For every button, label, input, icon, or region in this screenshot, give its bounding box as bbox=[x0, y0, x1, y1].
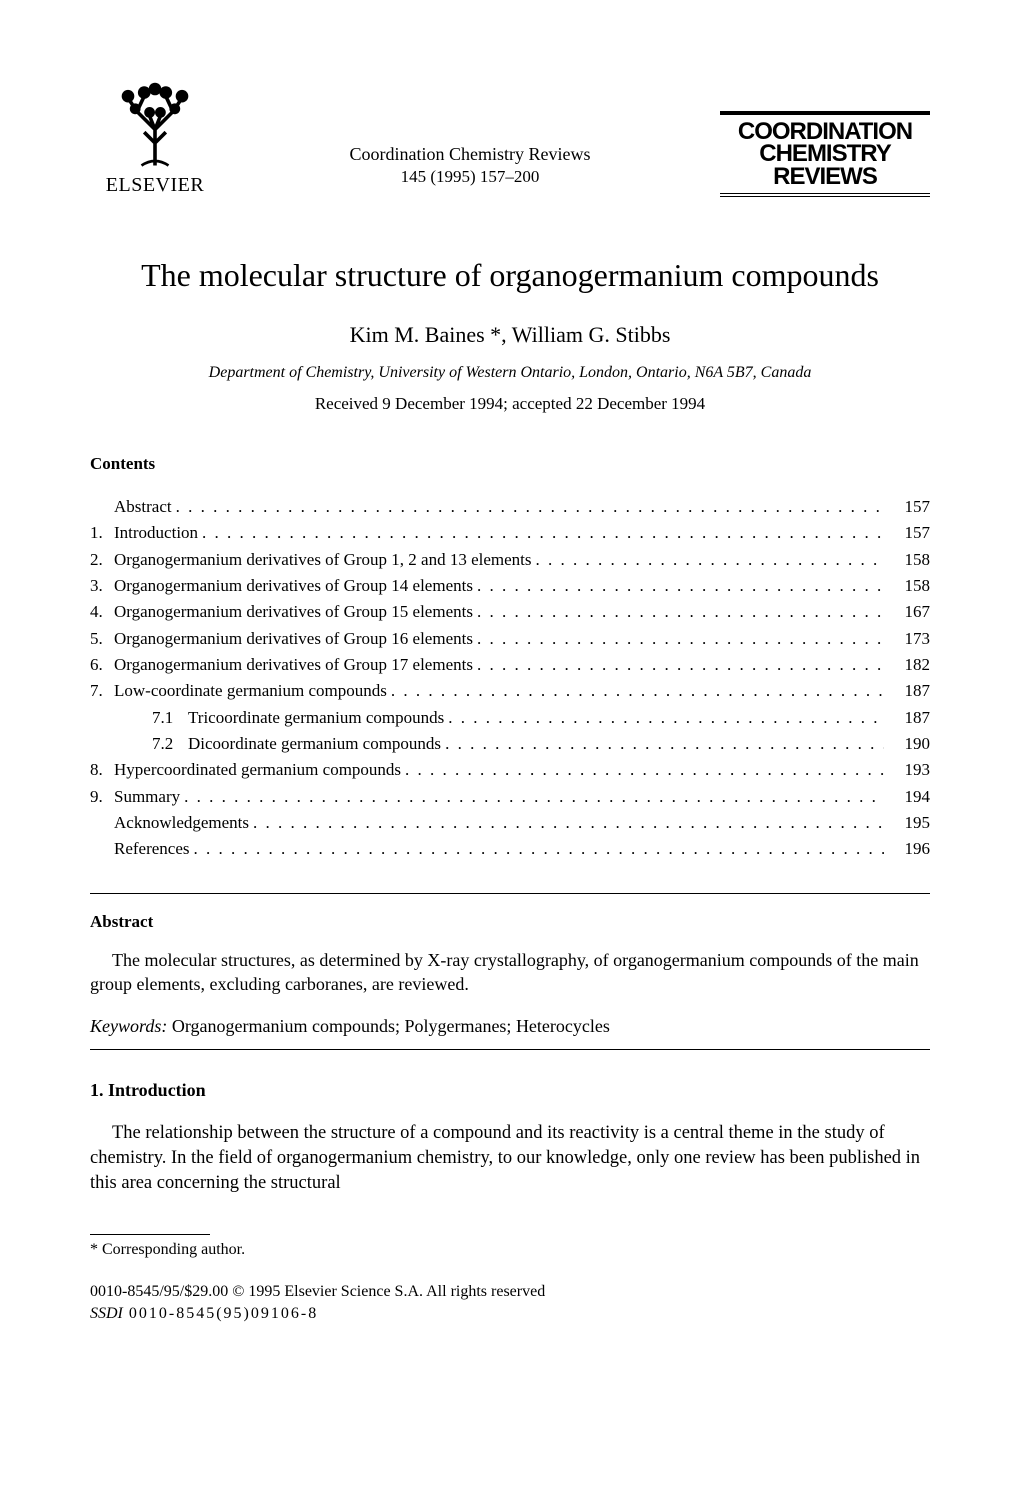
toc-page: 187 bbox=[888, 678, 930, 704]
horizontal-rule bbox=[90, 893, 930, 894]
toc-label: Organogermanium derivatives of Group 16 … bbox=[114, 626, 473, 652]
toc-label: Abstract bbox=[114, 494, 172, 520]
toc-row: 6.Organogermanium derivatives of Group 1… bbox=[90, 652, 930, 678]
toc-number: 4. bbox=[90, 599, 114, 625]
toc-number: 3. bbox=[90, 573, 114, 599]
copyright-block: 0010-8545/95/$29.00 © 1995 Elsevier Scie… bbox=[90, 1281, 930, 1324]
toc-row: 1.Introduction 157 bbox=[90, 520, 930, 546]
toc-row: 4.Organogermanium derivatives of Group 1… bbox=[90, 599, 930, 625]
toc-leader-dots bbox=[448, 705, 884, 731]
journal-logo-box: COORDINATION CHEMISTRY REVIEWS bbox=[720, 111, 930, 197]
keywords-text: Organogermanium compounds; Polygermanes;… bbox=[167, 1016, 610, 1036]
table-of-contents: Abstract1571.Introduction1572.Organogerm… bbox=[90, 494, 930, 863]
toc-leader-dots bbox=[477, 599, 884, 625]
toc-page: 158 bbox=[888, 547, 930, 573]
horizontal-rule bbox=[90, 1049, 930, 1050]
toc-page: 196 bbox=[888, 836, 930, 862]
publisher-block: ELSEVIER bbox=[90, 80, 220, 197]
toc-row: Acknowledgements 195 bbox=[90, 810, 930, 836]
affiliation: Department of Chemistry, University of W… bbox=[90, 364, 930, 382]
toc-label: Acknowledgements bbox=[114, 810, 249, 836]
toc-number: 2. bbox=[90, 547, 114, 573]
abstract-heading: Abstract bbox=[90, 912, 930, 932]
publisher-name: ELSEVIER bbox=[90, 174, 220, 197]
toc-leader-dots bbox=[477, 573, 884, 599]
toc-row: 7.2Dicoordinate germanium compounds 190 bbox=[90, 731, 930, 757]
toc-leader-dots bbox=[202, 520, 884, 546]
toc-leader-dots bbox=[477, 626, 884, 652]
toc-label: Dicoordinate germanium compounds bbox=[188, 731, 441, 757]
section-heading-introduction: 1. Introduction bbox=[90, 1080, 930, 1101]
elsevier-tree-icon bbox=[110, 80, 200, 170]
footnote-rule bbox=[90, 1234, 210, 1235]
toc-page: 167 bbox=[888, 599, 930, 625]
toc-row: 8.Hypercoordinated germanium compounds 19… bbox=[90, 757, 930, 783]
toc-label: Hypercoordinated germanium compounds bbox=[114, 757, 401, 783]
corresponding-author-footnote: * Corresponding author. bbox=[90, 1241, 930, 1259]
toc-leader-dots bbox=[253, 810, 884, 836]
ssdi-value: 0010-8545(95)09106-8 bbox=[123, 1305, 318, 1322]
toc-number: 9. bbox=[90, 784, 114, 810]
journal-issue: 145 (1995) 157–200 bbox=[220, 167, 720, 187]
toc-label: References bbox=[114, 836, 190, 862]
toc-leader-dots bbox=[391, 678, 884, 704]
toc-label: Organogermanium derivatives of Group 14 … bbox=[114, 573, 473, 599]
keywords-label: Keywords: bbox=[90, 1016, 167, 1036]
toc-subnumber: 7.2 bbox=[152, 731, 188, 757]
toc-label: Introduction bbox=[114, 520, 198, 546]
toc-leader-dots bbox=[194, 836, 884, 862]
toc-leader-dots bbox=[445, 731, 884, 757]
toc-page: 158 bbox=[888, 573, 930, 599]
toc-leader-dots bbox=[405, 757, 884, 783]
toc-page: 173 bbox=[888, 626, 930, 652]
toc-page: 190 bbox=[888, 731, 930, 757]
toc-label: Organogermanium derivatives of Group 17 … bbox=[114, 652, 473, 678]
toc-number: 7. bbox=[90, 678, 114, 704]
toc-page: 157 bbox=[888, 520, 930, 546]
toc-page: 193 bbox=[888, 757, 930, 783]
toc-page: 187 bbox=[888, 705, 930, 731]
toc-page: 182 bbox=[888, 652, 930, 678]
toc-page: 195 bbox=[888, 810, 930, 836]
toc-leader-dots bbox=[176, 494, 884, 520]
keywords-line: Keywords: Organogermanium compounds; Pol… bbox=[90, 1016, 930, 1037]
abstract-text: The molecular structures, as determined … bbox=[90, 948, 930, 997]
toc-label: Organogermanium derivatives of Group 1, … bbox=[114, 547, 532, 573]
authors: Kim M. Baines *, William G. Stibbs bbox=[90, 322, 930, 348]
toc-row: References 196 bbox=[90, 836, 930, 862]
toc-leader-dots bbox=[536, 547, 885, 573]
toc-row: Abstract 157 bbox=[90, 494, 930, 520]
toc-row: 7.Low-coordinate germanium compounds 187 bbox=[90, 678, 930, 704]
journal-title: Coordination Chemistry Reviews bbox=[220, 144, 720, 165]
toc-number: 5. bbox=[90, 626, 114, 652]
toc-subnumber: 7.1 bbox=[152, 705, 188, 731]
toc-number: 1. bbox=[90, 520, 114, 546]
page-header: ELSEVIER Coordination Chemistry Reviews … bbox=[90, 80, 930, 197]
toc-row: 9.Summary 194 bbox=[90, 784, 930, 810]
toc-page: 157 bbox=[888, 494, 930, 520]
paper-title: The molecular structure of organogermani… bbox=[90, 257, 930, 294]
toc-row: 5.Organogermanium derivatives of Group 1… bbox=[90, 626, 930, 652]
toc-label: Summary bbox=[114, 784, 180, 810]
toc-label: Low-coordinate germanium compounds bbox=[114, 678, 387, 704]
contents-heading: Contents bbox=[90, 454, 930, 474]
copyright-line: 0010-8545/95/$29.00 © 1995 Elsevier Scie… bbox=[90, 1281, 930, 1303]
ssdi-line: SSDI 0010-8545(95)09106-8 bbox=[90, 1303, 930, 1325]
received-accepted-dates: Received 9 December 1994; accepted 22 De… bbox=[90, 394, 930, 414]
toc-number: 8. bbox=[90, 757, 114, 783]
toc-row: 3.Organogermanium derivatives of Group 1… bbox=[90, 573, 930, 599]
toc-row: 2.Organogermanium derivatives of Group 1… bbox=[90, 547, 930, 573]
toc-leader-dots bbox=[477, 652, 884, 678]
toc-page: 194 bbox=[888, 784, 930, 810]
journal-box-line: REVIEWS bbox=[724, 166, 926, 189]
journal-reference: Coordination Chemistry Reviews 145 (1995… bbox=[220, 144, 720, 197]
toc-number: 6. bbox=[90, 652, 114, 678]
ssdi-label: SSDI bbox=[90, 1305, 123, 1322]
introduction-paragraph: The relationship between the structure o… bbox=[90, 1121, 930, 1196]
toc-leader-dots bbox=[184, 784, 884, 810]
toc-label: Organogermanium derivatives of Group 15 … bbox=[114, 599, 473, 625]
toc-row: 7.1Tricoordinate germanium compounds 187 bbox=[90, 705, 930, 731]
toc-label: Tricoordinate germanium compounds bbox=[188, 705, 444, 731]
